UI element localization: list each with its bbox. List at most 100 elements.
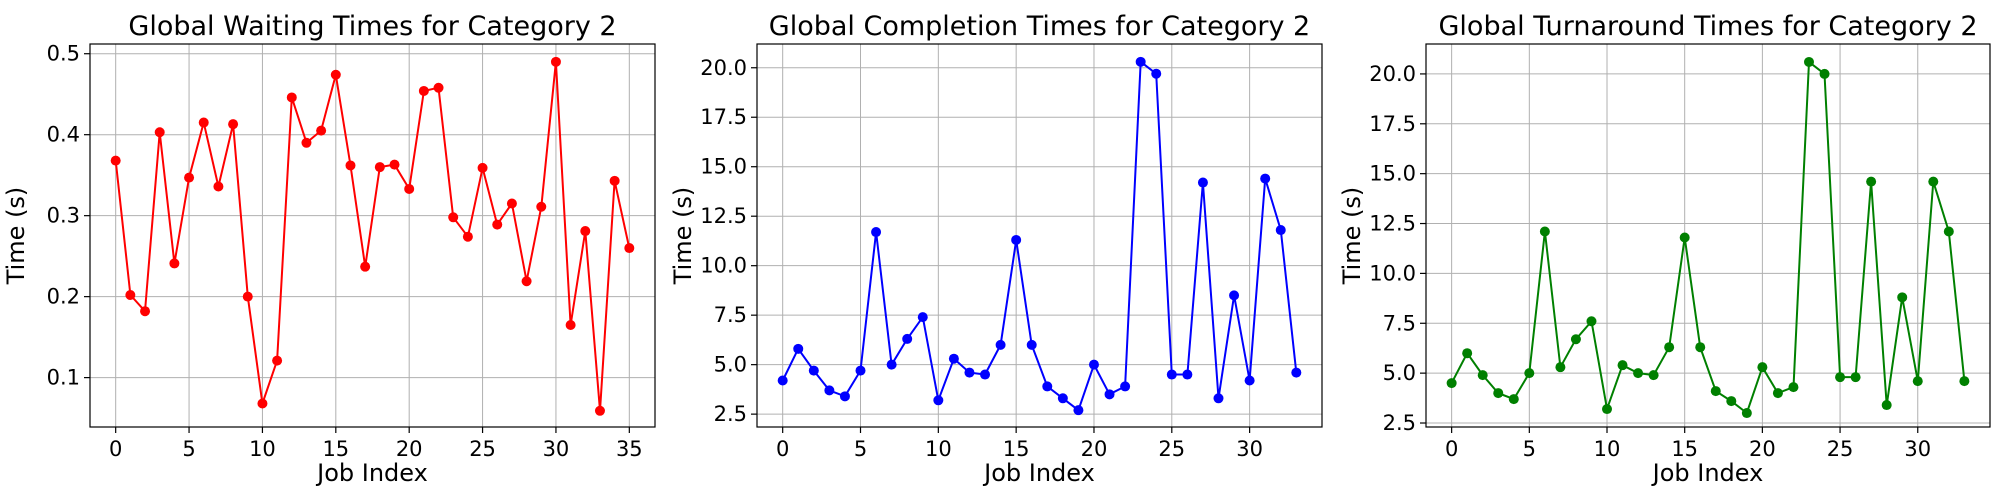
y-tick-label: 0.4 bbox=[47, 123, 80, 147]
data-point bbox=[1928, 176, 1939, 187]
data-point bbox=[492, 219, 503, 230]
x-tick-label: 20 bbox=[1749, 437, 1776, 461]
data-point bbox=[1135, 56, 1146, 67]
data-point bbox=[1555, 362, 1566, 373]
data-point bbox=[1182, 369, 1193, 380]
x-tick-label: 10 bbox=[1594, 437, 1621, 461]
data-point bbox=[917, 312, 928, 323]
y-tick-label: 0.2 bbox=[47, 285, 80, 309]
data-point bbox=[140, 306, 151, 317]
data-point bbox=[257, 398, 268, 409]
data-point bbox=[1166, 369, 1177, 380]
y-tick-label: 2.5 bbox=[714, 402, 747, 426]
data-point bbox=[1462, 348, 1473, 359]
y-tick-label: 17.5 bbox=[1369, 112, 1416, 136]
data-point bbox=[1788, 382, 1799, 393]
data-point bbox=[110, 155, 121, 166]
data-point bbox=[1570, 334, 1581, 345]
data-point bbox=[1850, 372, 1861, 383]
y-tick-label: 15.0 bbox=[1369, 162, 1416, 186]
data-point bbox=[374, 162, 385, 173]
data-point bbox=[272, 355, 283, 366]
data-point bbox=[506, 198, 517, 209]
data-point bbox=[316, 125, 327, 136]
data-point bbox=[1803, 56, 1814, 67]
data-point bbox=[1213, 393, 1224, 404]
data-point bbox=[793, 343, 804, 354]
data-point bbox=[536, 201, 547, 212]
data-point bbox=[580, 226, 591, 237]
x-axis-label: Job Index bbox=[315, 459, 428, 487]
data-point bbox=[1229, 290, 1240, 301]
data-point bbox=[1772, 388, 1783, 399]
y-tick-label: 0.5 bbox=[47, 42, 80, 66]
data-point bbox=[213, 181, 224, 192]
x-tick-label: 10 bbox=[925, 437, 952, 461]
x-tick-label: 30 bbox=[1236, 437, 1263, 461]
y-tick-label: 5.0 bbox=[714, 353, 747, 377]
data-point bbox=[1602, 404, 1613, 415]
x-tick-label: 25 bbox=[1158, 437, 1185, 461]
data-point bbox=[1959, 376, 1970, 387]
x-tick-label: 0 bbox=[1445, 437, 1458, 461]
data-point bbox=[242, 291, 253, 302]
x-tick-label: 5 bbox=[854, 437, 867, 461]
data-point bbox=[1120, 381, 1131, 392]
data-point bbox=[964, 367, 975, 378]
data-point bbox=[1757, 362, 1768, 373]
data-point bbox=[902, 333, 913, 344]
x-tick-label: 0 bbox=[109, 437, 122, 461]
y-tick-label: 15.0 bbox=[700, 155, 747, 179]
x-tick-label: 15 bbox=[1671, 437, 1698, 461]
y-tick-label: 10.0 bbox=[700, 254, 747, 278]
data-point bbox=[1260, 173, 1271, 184]
data-point bbox=[301, 137, 312, 148]
data-point bbox=[1197, 177, 1208, 188]
data-point bbox=[1151, 68, 1162, 79]
data-point bbox=[550, 56, 561, 67]
x-tick-label: 20 bbox=[396, 437, 423, 461]
y-tick-label: 0.1 bbox=[47, 366, 80, 390]
data-point bbox=[1835, 372, 1846, 383]
data-point bbox=[808, 365, 819, 376]
y-axis-label: Time (s) bbox=[669, 187, 697, 286]
x-tick-label: 25 bbox=[1827, 437, 1854, 461]
data-point bbox=[1026, 339, 1037, 350]
data-point bbox=[286, 92, 297, 103]
data-point bbox=[1741, 408, 1752, 419]
data-point bbox=[404, 183, 415, 194]
data-point bbox=[1897, 292, 1908, 303]
data-point bbox=[169, 258, 180, 269]
data-point bbox=[1695, 342, 1706, 353]
data-point bbox=[1710, 386, 1721, 397]
data-point bbox=[477, 162, 488, 173]
plot-frame bbox=[756, 43, 1323, 428]
data-point bbox=[1881, 400, 1892, 411]
data-point bbox=[624, 243, 635, 254]
data-point bbox=[933, 395, 944, 406]
y-tick-label: 20.0 bbox=[700, 56, 747, 80]
data-point bbox=[1073, 405, 1084, 416]
data-point bbox=[1617, 360, 1628, 371]
data-point bbox=[1633, 368, 1644, 379]
data-point bbox=[448, 212, 459, 223]
data-point bbox=[345, 160, 356, 171]
data-point bbox=[1912, 376, 1923, 387]
y-tick-label: 12.5 bbox=[1369, 212, 1416, 236]
data-point bbox=[1648, 370, 1659, 381]
x-tick-label: 15 bbox=[322, 437, 349, 461]
data-point bbox=[839, 391, 850, 402]
data-point bbox=[1011, 234, 1022, 245]
x-tick-label: 20 bbox=[1081, 437, 1108, 461]
series-line bbox=[1450, 60, 1966, 415]
data-point bbox=[360, 261, 371, 272]
data-point bbox=[228, 119, 239, 130]
data-point bbox=[1539, 226, 1550, 237]
data-point bbox=[948, 353, 959, 364]
data-point bbox=[886, 359, 897, 370]
series-line bbox=[781, 59, 1298, 412]
chart-title: Global Completion Times for Category 2 bbox=[769, 11, 1310, 42]
y-tick-label: 2.5 bbox=[1383, 411, 1416, 435]
data-point bbox=[1819, 68, 1830, 79]
